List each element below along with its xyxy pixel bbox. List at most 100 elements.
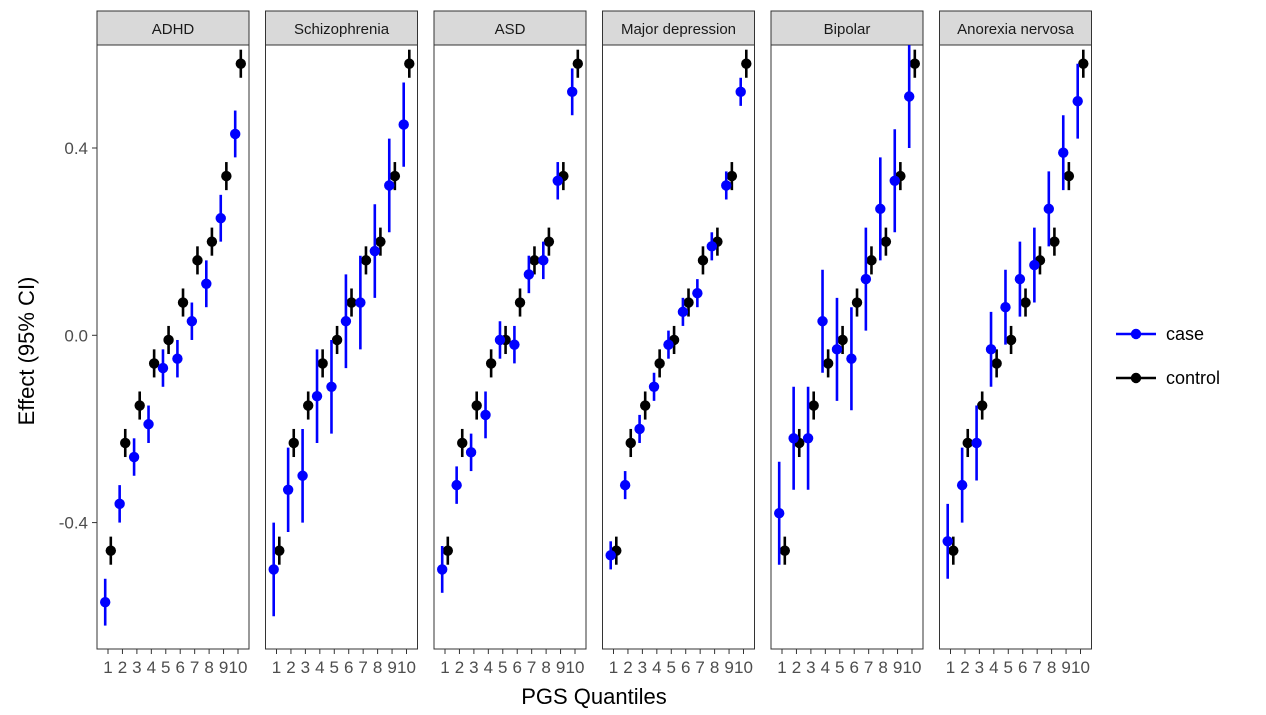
x-tick-label: 1 bbox=[440, 658, 449, 677]
x-tick-label: 1 bbox=[609, 658, 618, 677]
x-tick-label: 4 bbox=[989, 658, 998, 677]
control-point bbox=[177, 297, 189, 308]
case-point bbox=[648, 381, 660, 392]
x-tick-label: 7 bbox=[695, 658, 704, 677]
case-point bbox=[788, 433, 799, 444]
x-tick-label: 2 bbox=[623, 658, 632, 677]
case-point bbox=[398, 119, 409, 130]
y-tick-label: 0.4 bbox=[64, 139, 88, 158]
control-point bbox=[331, 334, 343, 346]
case-point bbox=[860, 273, 872, 285]
panel-frame bbox=[939, 44, 1092, 650]
x-tick-label: 3 bbox=[469, 658, 478, 677]
x-tick-label: 9 bbox=[556, 658, 565, 677]
facet-panel-4: Bipolar 1 2 3 4 5 6 7 8 9 10 bbox=[770, 10, 924, 677]
control-point bbox=[529, 255, 540, 266]
x-tick-label: 7 bbox=[864, 658, 873, 677]
case-point bbox=[567, 86, 578, 98]
x-tick-label: 8 bbox=[710, 658, 719, 677]
x-tick-label: 4 bbox=[315, 658, 324, 677]
case-point bbox=[157, 362, 169, 374]
legend-label-control: control bbox=[1166, 368, 1220, 388]
control-point bbox=[866, 255, 877, 266]
case-point bbox=[619, 479, 631, 491]
control-point bbox=[206, 236, 218, 247]
control-point bbox=[976, 400, 988, 411]
x-tick-label: 4 bbox=[821, 658, 830, 677]
control-point bbox=[683, 297, 694, 308]
control-point bbox=[1063, 170, 1075, 182]
case-point bbox=[326, 381, 337, 392]
case-point bbox=[384, 180, 395, 191]
x-tick-label: 6 bbox=[849, 658, 858, 677]
case-point bbox=[538, 255, 549, 266]
case-point bbox=[297, 470, 308, 481]
control-point bbox=[654, 358, 665, 369]
case-point bbox=[706, 241, 718, 252]
facet-strip-label: Anorexia nervosa bbox=[957, 21, 1074, 38]
case-point bbox=[875, 203, 886, 215]
case-point bbox=[1072, 95, 1083, 107]
control-point bbox=[1078, 58, 1089, 69]
control-point bbox=[192, 255, 203, 266]
case-point bbox=[172, 353, 183, 364]
x-tick-label: 9 bbox=[1061, 658, 1070, 677]
case-point bbox=[663, 339, 674, 350]
case-point bbox=[971, 437, 982, 449]
facet-panel-1: Schizophrenia 1 2 3 4 5 6 7 8 9 10 bbox=[265, 10, 418, 677]
y-axis-label: Effect (95% CI) bbox=[14, 277, 39, 426]
control-point bbox=[120, 437, 131, 449]
control-point bbox=[457, 437, 468, 449]
x-tick-label: 6 bbox=[1018, 658, 1027, 677]
facet-panel-2: ASD 1 2 3 4 5 6 7 8 9 10 bbox=[433, 10, 587, 677]
case-point bbox=[128, 451, 140, 463]
x-tick-label: 9 bbox=[724, 658, 733, 677]
x-tick-label: 7 bbox=[190, 658, 199, 677]
control-point bbox=[1020, 297, 1031, 308]
case-point bbox=[831, 344, 843, 355]
case-point bbox=[114, 498, 125, 510]
x-tick-label: 5 bbox=[667, 658, 676, 677]
x-tick-label: 1 bbox=[946, 658, 955, 677]
facet-panel-0: ADHD 1 2 3 4 5 6 7 8 9 10 bbox=[96, 10, 250, 677]
control-point bbox=[346, 297, 357, 308]
facet-panel-3: Major depression 1 2 3 4 5 6 7 8 9 10 bbox=[602, 10, 755, 677]
case-point bbox=[268, 564, 279, 575]
control-point bbox=[741, 58, 752, 69]
case-point bbox=[904, 91, 915, 102]
control-point bbox=[726, 170, 738, 182]
x-tick-label: 8 bbox=[373, 658, 382, 677]
x-tick-label: 2 bbox=[960, 658, 969, 677]
control-point bbox=[837, 334, 848, 346]
control-point bbox=[909, 58, 920, 69]
x-tick-label: 5 bbox=[1004, 658, 1013, 677]
x-tick-label: 6 bbox=[175, 658, 184, 677]
case-point bbox=[846, 353, 857, 364]
control-point bbox=[543, 236, 555, 247]
control-point bbox=[105, 545, 117, 556]
case-point bbox=[956, 479, 968, 491]
facet-strip-label: ADHD bbox=[152, 21, 195, 38]
x-tick-label: 9 bbox=[219, 658, 228, 677]
control-point bbox=[948, 545, 959, 556]
facet-strip-label: Bipolar bbox=[824, 21, 871, 38]
x-tick-label: 9 bbox=[387, 658, 396, 677]
case-point bbox=[605, 550, 616, 561]
case-point bbox=[100, 596, 111, 608]
control-point bbox=[163, 334, 174, 346]
control-point bbox=[302, 400, 314, 411]
control-point bbox=[485, 358, 497, 369]
case-point bbox=[802, 433, 814, 444]
control-point bbox=[880, 236, 892, 247]
x-tick-label: 5 bbox=[330, 658, 339, 677]
case-point bbox=[215, 213, 226, 224]
control-point bbox=[471, 400, 482, 411]
control-point bbox=[442, 545, 453, 556]
x-tick-label: 4 bbox=[147, 658, 156, 677]
case-point bbox=[817, 316, 828, 327]
control-point bbox=[221, 170, 232, 182]
control-point bbox=[148, 358, 160, 369]
control-point bbox=[288, 437, 299, 449]
x-tick-label: 10 bbox=[1071, 658, 1090, 677]
facet-strip bbox=[770, 10, 924, 46]
